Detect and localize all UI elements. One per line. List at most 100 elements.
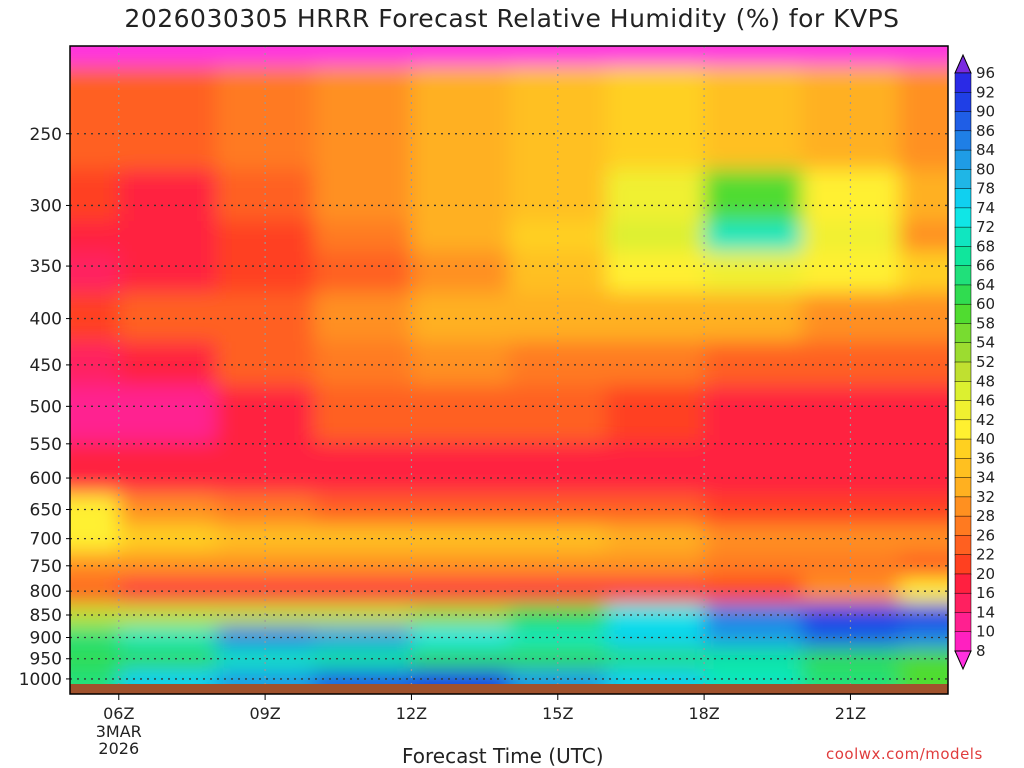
heat-cell [606,493,706,526]
colorbar-segment [954,458,972,479]
heat-cell [704,603,803,628]
heat-cell [411,385,510,444]
heat-cell [411,493,510,526]
chart-title: 2026030305 HRRR Forecast Relative Humidi… [124,4,900,33]
heat-cell [899,169,948,223]
heat-cell [313,341,413,387]
colorbar-label: 96 [976,64,995,82]
heat-cell [704,524,803,554]
x-tick-label: 12Z [396,704,427,723]
heat-cell [801,385,901,444]
plot-frame [69,45,949,695]
colorbar-label: 16 [976,584,995,602]
x-tick-label: 21Z [835,704,866,723]
heat-cell [313,221,413,253]
heat-cell [411,221,510,253]
heat-cell [313,668,413,684]
colorbar-label: 58 [976,314,995,332]
heat-cell [313,385,413,444]
colorbar-segment [954,361,972,383]
heat-cell [606,603,706,628]
heat-cell [70,648,120,670]
heat-cell [509,442,608,495]
heat-cell [118,292,218,343]
heat-cell [606,648,706,670]
heat-cell [606,668,706,684]
colorbar-segment [954,246,972,267]
heat-cell [411,524,510,554]
heat-cell [118,668,218,684]
heat-cell [313,493,413,526]
grid-lines [70,46,948,684]
heat-cell [704,341,803,387]
heat-cell [70,251,120,294]
heat-cell [606,626,706,650]
heat-cell [118,221,218,253]
heat-cell [313,442,413,495]
colorbar-label: 8 [976,642,986,660]
colorbar-label: 66 [976,257,995,275]
colorbar-segment [954,169,972,190]
heat-cell [801,341,901,387]
heat-cell [801,648,901,670]
heatmap-area [70,46,948,684]
heat-cell [704,66,803,171]
heat-cell [899,292,948,343]
heat-cell [313,626,413,650]
colorbar-segment [954,111,972,132]
heat-cell [411,66,510,171]
colorbar-label: 54 [976,334,995,352]
colorbar-label: 60 [976,295,995,313]
y-tick-label: 400 [30,310,62,330]
colorbar-label: 78 [976,180,995,198]
colorbar-segment [954,573,972,594]
colorbar-segment [954,188,972,209]
heat-cell [704,578,803,605]
x-tick-label: 18Z [688,704,719,723]
colorbar-label: 20 [976,565,995,583]
colorbar-segment [954,303,972,325]
colorbar-label: 14 [976,603,995,621]
heat-cell [899,626,948,650]
colorbar-label: 86 [976,122,995,140]
heat-cell [606,385,706,444]
y-tick-label: 450 [30,356,62,376]
heat-cell [899,341,948,387]
heat-cell [313,648,413,670]
y-tick-label: 800 [30,582,62,602]
heat-cell [606,341,706,387]
y-tick-label: 300 [30,196,62,216]
heat-cell [313,292,413,343]
colorbar-label: 72 [976,218,995,236]
heat-cell [899,385,948,444]
y-tick-label: 500 [30,397,62,417]
heat-cell [899,221,948,253]
colorbar-segment [954,400,972,421]
heat-cell [313,578,413,605]
y-axis: 2503003504004505005506006507007508008509… [19,125,70,690]
colorbar-segment [954,149,972,171]
heat-cell [606,552,706,580]
heat-cell [509,385,608,444]
heat-cell [704,493,803,526]
credit-link[interactable]: coolwx.com/models [826,745,983,763]
colorbar-segment [954,342,972,363]
x-date-label: 3MAR [96,722,142,741]
heat-cell [411,626,510,650]
heat-cell [801,66,901,171]
heat-cell [118,169,218,223]
colorbar-label: 22 [976,546,995,564]
y-tick-label: 350 [30,257,62,277]
heat-cell [411,668,510,684]
x-tick-label: 06Z [103,704,134,723]
y-tick-label: 250 [30,125,62,145]
heat-cell [606,524,706,554]
heat-cell [70,385,120,444]
heat-cell [313,251,413,294]
heat-cell [118,442,218,495]
colorbar-label: 32 [976,488,995,506]
heat-cell [313,524,413,554]
heat-cell [411,552,510,580]
heat-cell [216,66,315,171]
